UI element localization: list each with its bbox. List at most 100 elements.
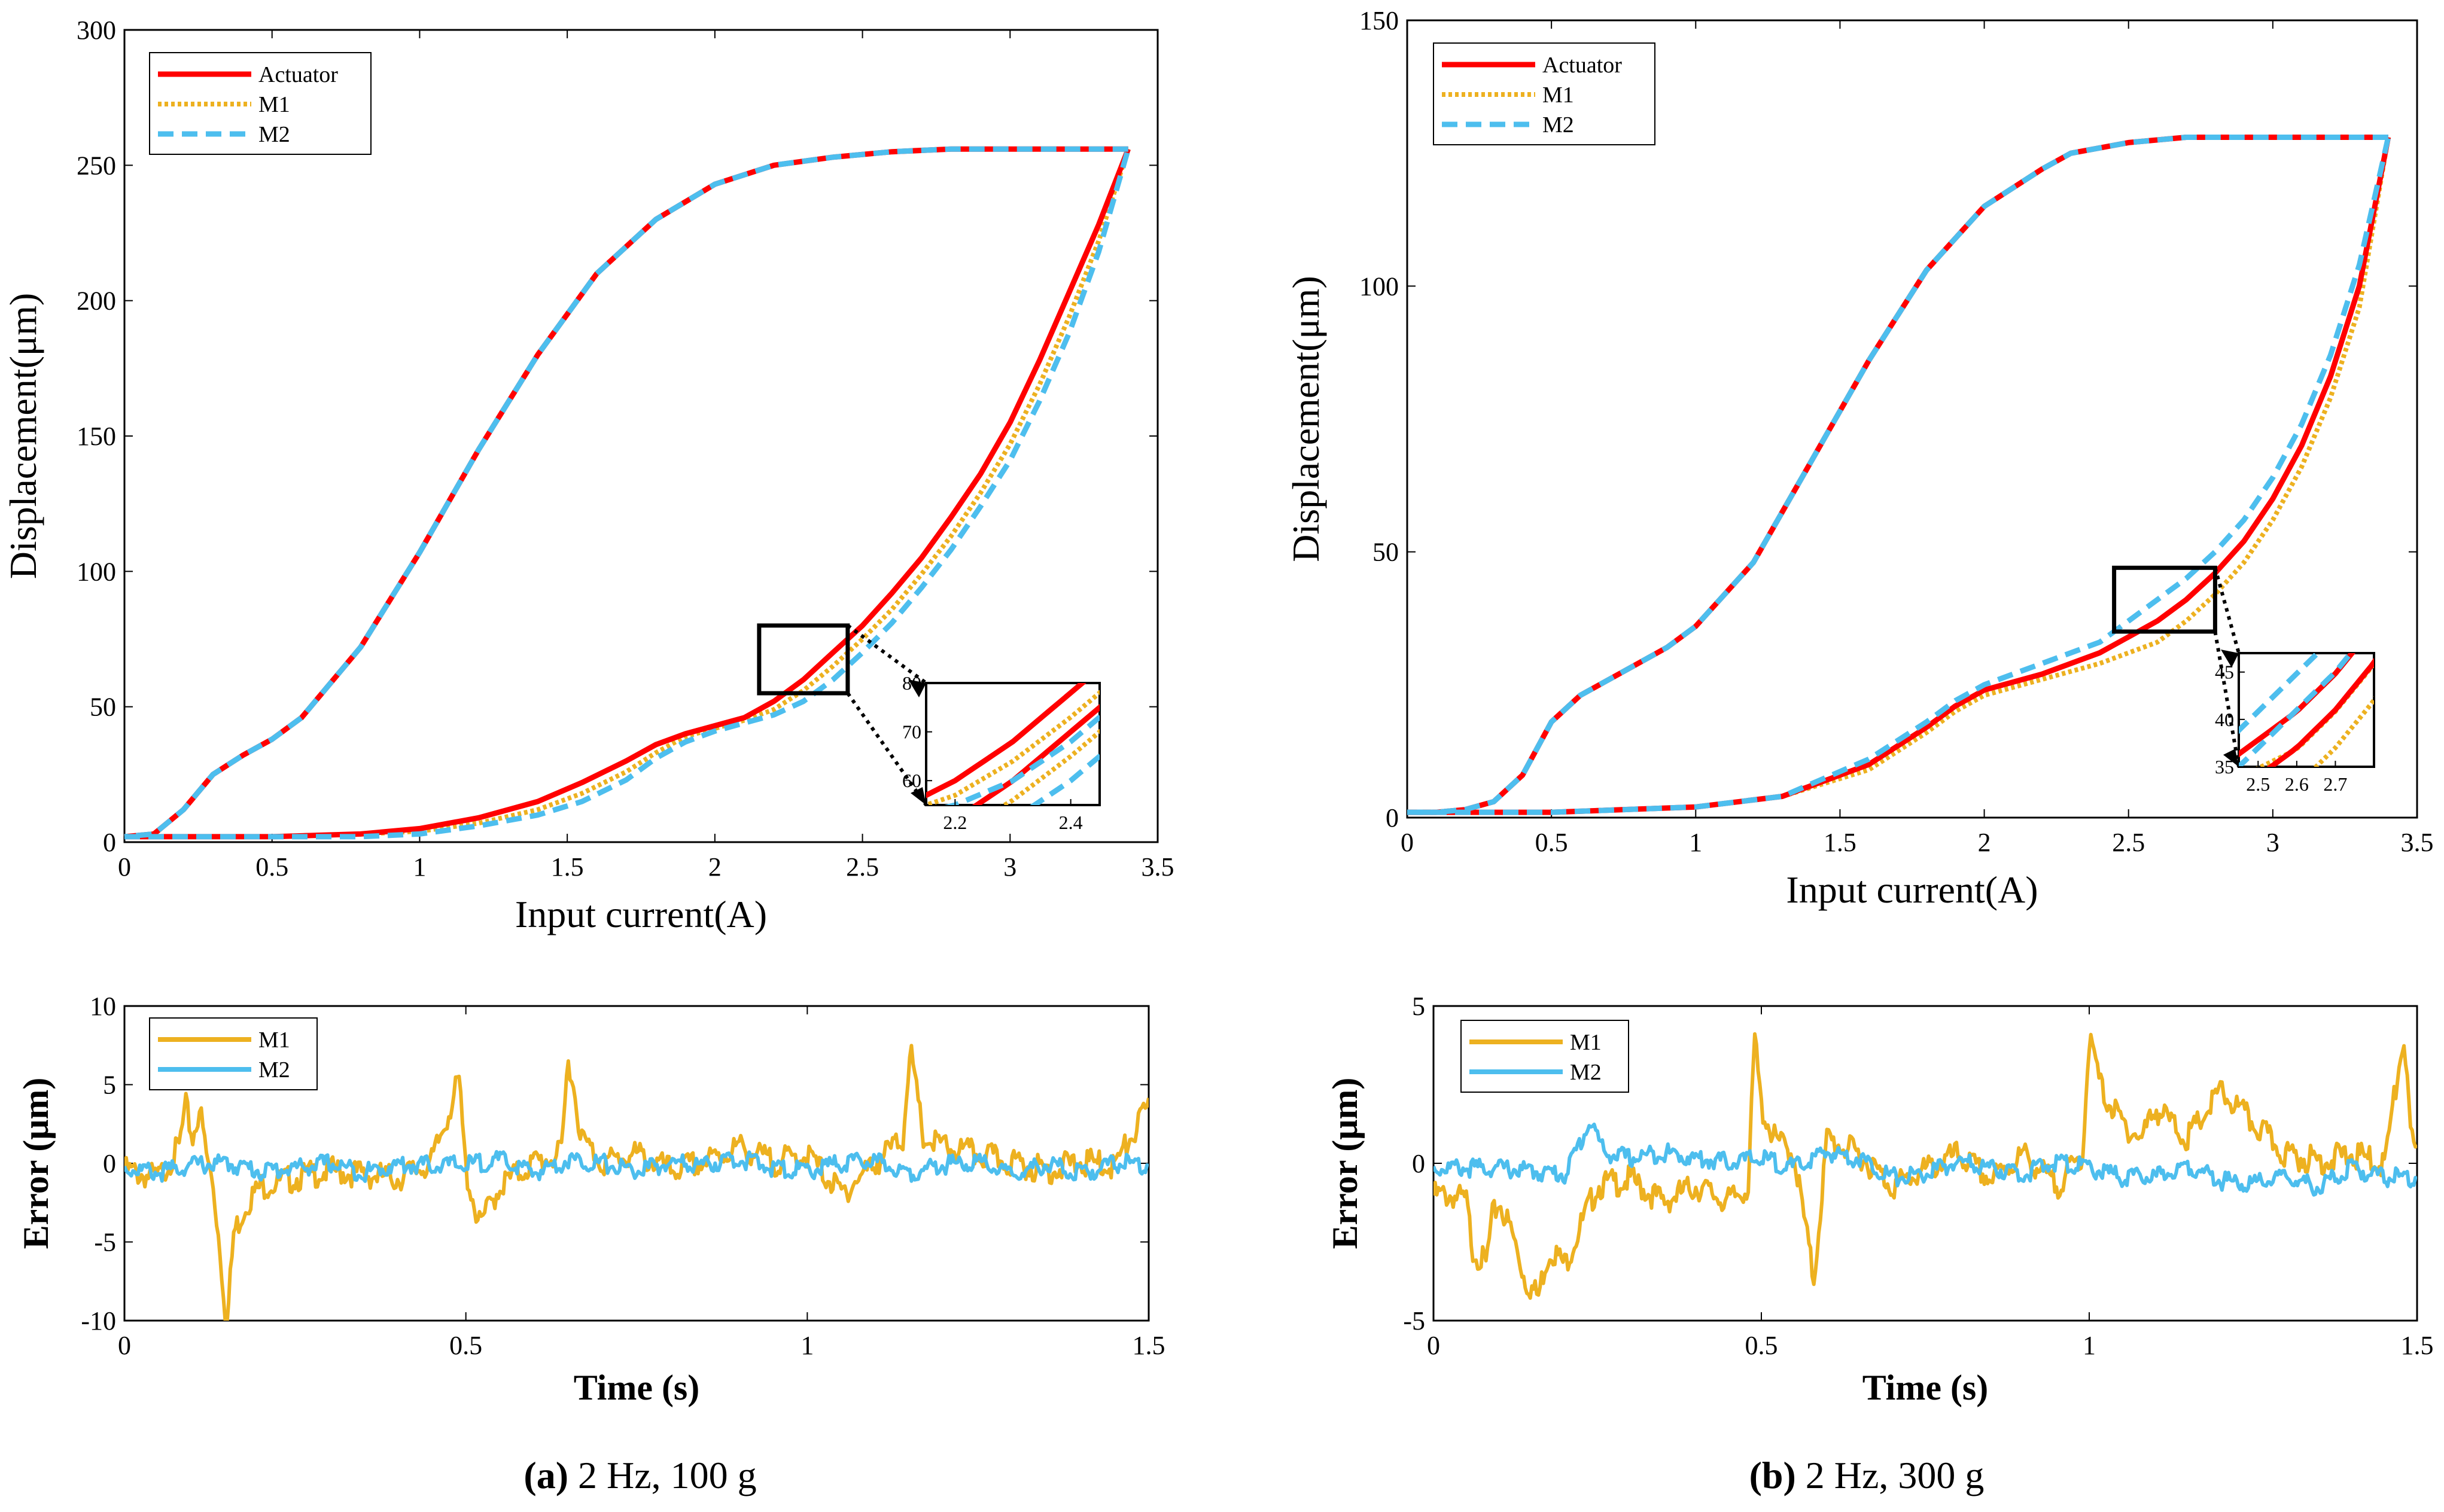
a-hysteresis-legend-label-m2: M2: [258, 122, 290, 147]
b-hysteresis-legend-label-m2: M2: [1542, 112, 1574, 138]
a-hysteresis-series-actuator-ascending: [124, 148, 1131, 840]
b-hysteresis-xtick-label: 2.5: [2112, 828, 2145, 857]
b-error-legend-label-m2: M2: [1570, 1060, 1602, 1085]
a-error-ylabel: Error (μm): [16, 1078, 56, 1249]
a-hysteresis-inset-ytick-label: 60: [902, 770, 921, 791]
b-hysteresis-xtick-label: 2: [1978, 828, 1991, 857]
caption-b-text: 2 Hz, 300 g: [1796, 1454, 1985, 1496]
b-error-ytick-label: 5: [1412, 992, 1425, 1021]
b-hysteresis-inset-ytick-label: 45: [2215, 662, 2234, 683]
b-hysteresis-xtick-label: 0.5: [1535, 828, 1568, 857]
a-hysteresis-zoom-rect: [757, 623, 850, 696]
b-hysteresis-inset-xtick-label: 2.7: [2323, 773, 2347, 795]
caption-b-label: (b): [1749, 1454, 1796, 1496]
b-hysteresis-inset-series-m2: [2239, 653, 2355, 767]
a-error-legend-label-m2: M2: [258, 1057, 290, 1083]
b-hysteresis-legend-label-actuator: Actuator: [1542, 53, 1622, 78]
a-error-lines: [124, 1044, 1149, 1321]
caption-a-text: 2 Hz, 100 g: [568, 1454, 757, 1496]
a-error-legend-label-m1: M1: [258, 1028, 290, 1053]
a-hysteresis-ytick-label: 150: [77, 422, 116, 451]
a-error-ytick-label: 10: [90, 992, 116, 1021]
a-hysteresis-inset-xtick-label: 2.4: [1059, 812, 1083, 833]
a-hysteresis-zoom-connector-bottom: [846, 692, 928, 806]
b-error-legend-label-m1: M1: [1570, 1030, 1602, 1055]
a-hysteresis-xtick-label: 0: [118, 852, 131, 882]
b-hysteresis-ytick-label: 50: [1372, 538, 1399, 567]
b-hysteresis-xtick-label: 3.5: [2401, 828, 2434, 857]
a-error-ytick-label: 5: [103, 1071, 116, 1100]
b-error-xlabel: Time (s): [1862, 1368, 1989, 1407]
a-hysteresis-series-m1-ascending: [124, 148, 1131, 839]
b-error-xtick-label: 1: [2083, 1331, 2096, 1360]
a-error-xtick-label: 1.5: [1133, 1331, 1165, 1360]
a-hysteresis-ytick-label: 50: [90, 693, 116, 722]
caption-b: (b) 2 Hz, 300 g: [1749, 1454, 1985, 1496]
panel-a-hysteresis: 0 0.5 1 1.5 2 2.5 3 3.5 0 50 100 150 200 250 300 Input …: [2, 16, 1174, 935]
a-hysteresis-xtick-label: 3: [1003, 852, 1016, 882]
a-hysteresis-xtick-label: 3.5: [1142, 852, 1174, 882]
a-hysteresis-ytick-label: 200: [77, 286, 116, 316]
a-hysteresis-xtick-label: 0.5: [255, 852, 288, 882]
b-hysteresis-zoom-rect: [2112, 565, 2217, 634]
a-error-xtick-label: 0: [118, 1331, 131, 1360]
b-hysteresis-zoom-arrowhead-bottom: [2223, 749, 2239, 767]
b-error-xtick-label: 1.5: [2401, 1331, 2434, 1360]
a-hysteresis-inset-series-m1-loop2: [926, 690, 1100, 805]
b-error-lines: [1433, 1032, 2417, 1300]
a-hysteresis-zoom-arrowhead-bottom: [911, 787, 926, 805]
b-hysteresis-zoom-connector-bottom: [2213, 631, 2241, 767]
b-error-legend-box: [1460, 1020, 1629, 1093]
a-error-ytick-label: -5: [94, 1228, 116, 1257]
b-hysteresis-ytick-label: 150: [1359, 6, 1399, 35]
b-hysteresis-inset-series-m2-loop2: [2239, 653, 2322, 734]
b-error-series-m2: [1433, 1122, 2417, 1197]
a-hysteresis-ytick-label: 250: [77, 151, 116, 180]
b-hysteresis-legend-label-m1: M1: [1542, 83, 1574, 108]
b-hysteresis-xtick-label: 0: [1401, 828, 1414, 857]
a-hysteresis-ytick-label: 0: [103, 828, 116, 857]
b-hysteresis-inset-xtick-label: 2.5: [2246, 773, 2270, 795]
a-hysteresis-series-m2-descending: [124, 146, 1128, 840]
a-error-ytick-label: -10: [81, 1306, 116, 1336]
b-hysteresis-xtick-label: 1.5: [1824, 828, 1856, 857]
b-hysteresis-inset-ytick-label: 40: [2215, 709, 2234, 730]
b-hysteresis-inset-series-actuator: [2266, 657, 2374, 767]
b-error-ytick-label: 0: [1412, 1149, 1425, 1178]
a-hysteresis-ytick-label: 100: [77, 557, 116, 586]
a-error-legend-box: [149, 1017, 318, 1090]
panel-b-hysteresis: 0 0.5 1 1.5 2 2.5 3 3.5 0 50 100 150 Input current(A…: [1285, 6, 2434, 911]
a-hysteresis-series-m2-ascending: [124, 148, 1131, 840]
a-error-xlabel: Time (s): [574, 1368, 700, 1407]
a-hysteresis-ytick-label: 300: [77, 16, 116, 45]
a-hysteresis-zoom-arrowhead-top: [908, 679, 926, 697]
b-hysteresis-xtick-label: 1: [1689, 828, 1702, 857]
a-hysteresis-xtick-label: 2: [708, 852, 722, 882]
a-hysteresis-legend-label-actuator: Actuator: [258, 62, 338, 87]
a-error-series-m2: [124, 1150, 1149, 1183]
b-error-xtick-label: 0.5: [1745, 1331, 1778, 1360]
b-hysteresis-zoom-arrowhead-top: [2221, 650, 2239, 667]
a-error-xtick-label: 1: [801, 1331, 814, 1360]
a-hysteresis-ylabel: Displacement(μm): [2, 293, 44, 580]
a-hysteresis-inset-series-m1: [1000, 728, 1100, 805]
a-error-ytick-label: 0: [103, 1149, 116, 1178]
a-hysteresis-inset-ytick-label: 70: [902, 721, 921, 743]
b-error-ylabel: Error (μm): [1325, 1078, 1365, 1249]
b-hysteresis-inset-lines: [2239, 653, 2374, 767]
a-hysteresis-xlabel: Input current(A): [515, 893, 767, 935]
a-hysteresis-inset-ytick-label: 80: [902, 672, 921, 694]
a-hysteresis-inset-lines: [926, 683, 1100, 805]
a-hysteresis-xtick-label: 2.5: [846, 852, 879, 882]
b-hysteresis-xtick-label: 3: [2266, 828, 2279, 857]
a-hysteresis-inset-series-m2-loop2: [944, 714, 1100, 805]
a-error-xtick-label: 0.5: [449, 1331, 482, 1360]
a-hysteresis-inset-series-m2: [1030, 752, 1100, 805]
b-hysteresis-inset-xtick-label: 2.6: [2285, 773, 2309, 795]
b-hysteresis-inset-series-m1: [2312, 696, 2374, 767]
b-hysteresis-ylabel: Displacement(μm): [1285, 276, 1327, 562]
b-hysteresis-zoom-connector-top: [2213, 567, 2241, 654]
b-hysteresis-xlabel: Input current(A): [1786, 868, 2038, 911]
